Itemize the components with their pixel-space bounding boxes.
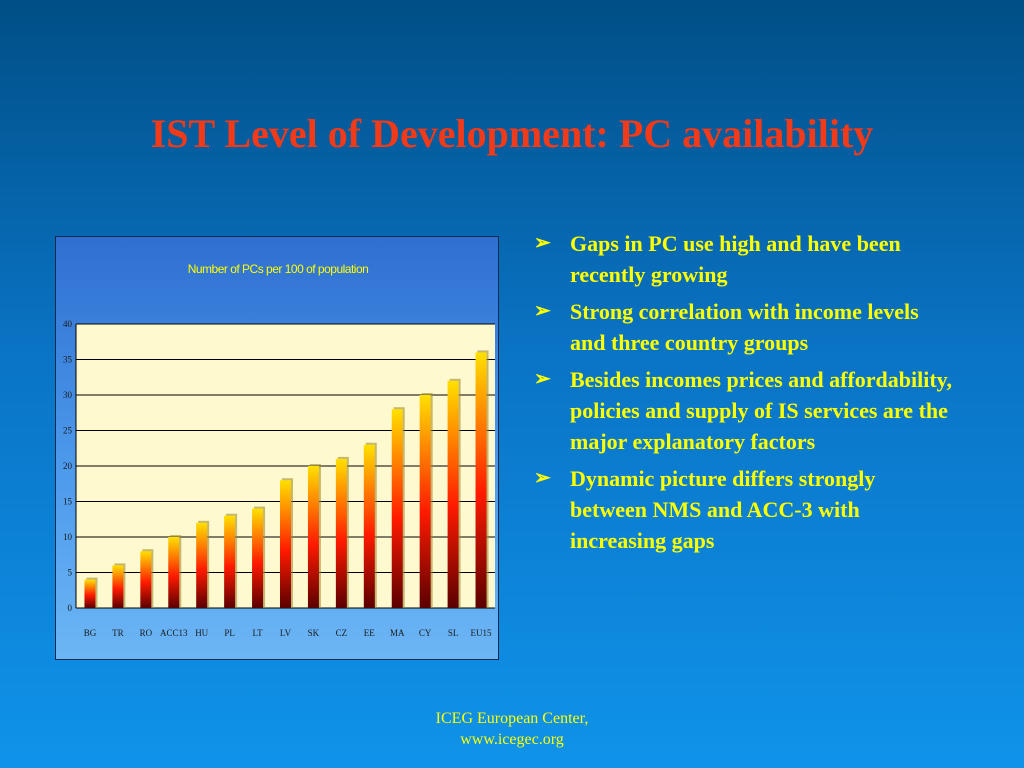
bar-ee — [363, 444, 375, 608]
bullet-text: Gaps in PC use high and have been recent… — [570, 231, 901, 287]
bar-bg — [84, 579, 96, 608]
x-tick-label: CZ — [336, 628, 348, 638]
y-tick-label: 20 — [63, 461, 73, 471]
x-tick-label: EE — [364, 628, 375, 638]
y-tick-label: 0 — [68, 603, 73, 613]
bar-ma — [391, 409, 403, 608]
x-tick-label: ACC13 — [160, 628, 188, 638]
x-tick-label: PL — [224, 628, 235, 638]
x-tick-label: SL — [448, 628, 459, 638]
bar-lt — [252, 508, 264, 608]
chart-frame: Number of PCs per 100 of population 0 5 10… — [55, 236, 499, 660]
y-tick-label: 5 — [68, 568, 73, 578]
y-tick-label: 40 — [63, 319, 73, 329]
x-tick-label: RO — [140, 628, 153, 638]
x-tick-label: HU — [195, 628, 208, 638]
footer-url[interactable]: www.icegec.org — [460, 731, 564, 748]
x-tick-label: SK — [308, 628, 320, 638]
x-tick-label: EU15 — [471, 628, 492, 638]
bar-tr — [112, 565, 124, 608]
y-axis-ticks: 0 5 10 15 20 25 30 35 40 — [63, 319, 73, 613]
x-tick-label: LV — [280, 628, 292, 638]
bar-pl — [224, 515, 236, 608]
x-tick-label: MA — [390, 628, 405, 638]
bullet-text: Strong correlation with income levels an… — [570, 299, 919, 355]
arrowhead-bullet-icon: ➢ — [534, 232, 551, 254]
x-axis-ticks: BG TR RO ACC13 HU PL LT LV SK CZ EE MA CY SL EU15 — [84, 628, 492, 638]
bar-acc13 — [168, 537, 180, 608]
x-tick-label: CY — [419, 628, 432, 638]
bullet-item: ➢ Strong correlation with income levels a… — [532, 296, 952, 358]
bar-eu15 — [475, 352, 487, 608]
arrowhead-bullet-icon: ➢ — [534, 467, 551, 489]
arrowhead-bullet-icon: ➢ — [534, 300, 551, 322]
bar-cz — [335, 458, 347, 608]
chart-title: Number of PCs per 100 of population — [188, 262, 369, 276]
x-tick-label: TR — [112, 628, 124, 638]
bullet-item: ➢ Gaps in PC use high and have been recen… — [532, 228, 952, 290]
bar-ro — [140, 551, 152, 608]
bars — [84, 350, 489, 608]
footer-org: ICEG European Center, — [435, 710, 589, 727]
bar-sl — [447, 380, 459, 608]
bullet-list: ➢ Gaps in PC use high and have been recen… — [532, 228, 952, 562]
bullet-item: ➢ Dynamic picture differs strongly betwee… — [532, 463, 952, 556]
bullet-text: Dynamic picture differs strongly between… — [570, 466, 876, 553]
bullet-item: ➢ Besides incomes prices and affordabilit… — [532, 364, 952, 457]
bar-chart: Number of PCs per 100 of population 0 5 10… — [63, 262, 495, 638]
x-tick-label: LT — [252, 628, 263, 638]
y-tick-label: 10 — [63, 532, 73, 542]
bullet-text: Besides incomes prices and affordability… — [570, 367, 952, 454]
bar-hu — [196, 522, 208, 608]
bar-sk — [307, 466, 319, 608]
footer: ICEG European Center, www.icegec.org — [360, 708, 664, 750]
bar-cy — [419, 395, 431, 608]
arrowhead-bullet-icon: ➢ — [534, 368, 551, 390]
y-tick-label: 15 — [63, 497, 73, 507]
bar-lv — [280, 480, 291, 608]
y-tick-label: 25 — [63, 426, 73, 436]
y-tick-label: 35 — [63, 355, 73, 365]
y-tick-label: 30 — [63, 390, 73, 400]
slide-title: IST Level of Development: PC availabilit… — [150, 111, 874, 156]
x-tick-label: BG — [84, 628, 97, 638]
